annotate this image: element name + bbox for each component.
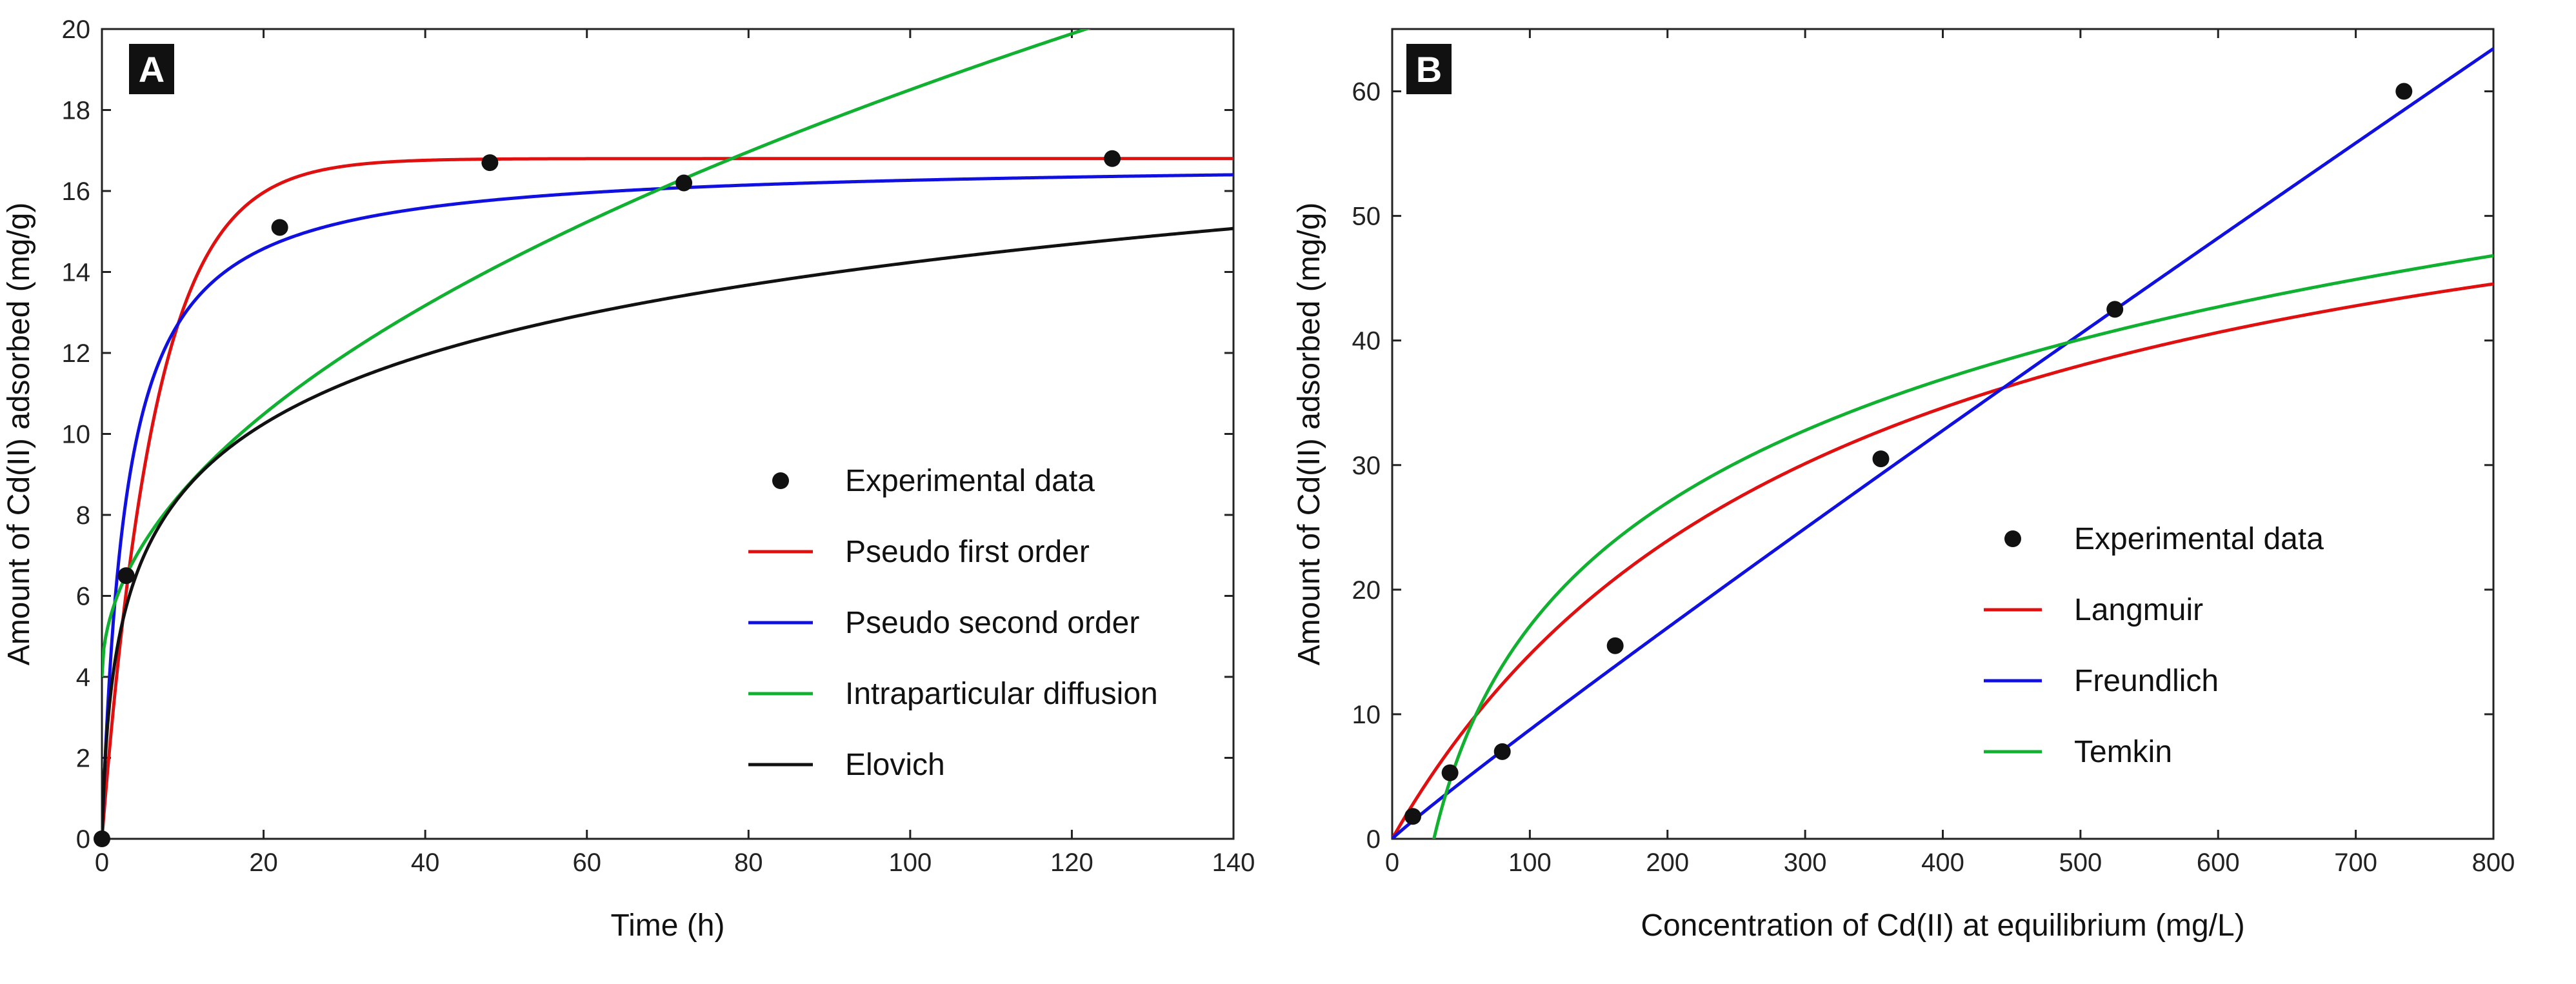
y-axis-label: Amount of Cd(II) adsorbed (mg/g)	[1292, 203, 1326, 666]
x-axis-label: Time (h)	[611, 909, 725, 943]
x-tick-label: 500	[2059, 848, 2102, 877]
y-tick-label: 10	[1352, 701, 1381, 729]
data-point	[117, 567, 135, 585]
data-point	[675, 174, 693, 192]
data-point	[1872, 450, 1890, 468]
series-line-temkin	[1432, 254, 2493, 839]
panel-letter: B	[1416, 49, 1442, 90]
series-line-pseudo-second-order	[102, 173, 1233, 839]
panel-letter-box	[1406, 44, 1452, 94]
data-point	[1104, 150, 1121, 167]
x-tick-label: 120	[1050, 848, 1093, 877]
legend: Experimental data Langmuir Freundlich Temki…	[1984, 522, 2324, 769]
y-tick-label: 2	[76, 745, 90, 773]
data-point	[1404, 808, 1422, 825]
x-tick-label: 800	[2472, 848, 2515, 877]
data-point	[1606, 637, 1624, 654]
x-tick-label: 60	[572, 848, 601, 877]
x-tick-label: 20	[249, 848, 278, 877]
series-line-freundlich	[1392, 47, 2493, 839]
series-line-langmuir	[1392, 282, 2493, 839]
plot-frame	[101, 28, 1235, 840]
panel-letter-box	[129, 44, 174, 94]
data-point	[2395, 83, 2413, 100]
plot-frame	[1391, 28, 2495, 840]
x-tick-label: 100	[888, 848, 932, 877]
y-tick-label: 8	[76, 501, 90, 530]
legend-marker	[772, 472, 789, 489]
data-point	[94, 830, 110, 847]
x-tick-label: 40	[411, 848, 440, 877]
y-tick-label: 14	[62, 259, 91, 287]
legend-entry: Experimental data	[2074, 522, 2324, 556]
y-tick-label: 30	[1352, 452, 1381, 480]
y-tick-label: 6	[76, 583, 90, 611]
x-tick-label: 600	[2197, 848, 2240, 877]
x-tick-label: 400	[1921, 848, 1964, 877]
model-curves	[1392, 47, 2493, 839]
y-tick-label: 20	[62, 15, 91, 44]
chart-panel-a: 0 20 40 60 80 100 120 140 0 2 4 6 8 10 12 14 16 18 20 Time …	[2, 15, 1255, 943]
legend-entry: Freundlich	[2074, 664, 2219, 698]
x-axis-label: Concentration of Cd(II) at equilibrium (…	[1641, 909, 2244, 943]
y-tick-label: 18	[62, 97, 91, 125]
panel-letter: A	[139, 49, 165, 90]
y-tick-label: 12	[62, 339, 91, 368]
x-tick-label: 100	[1508, 848, 1552, 877]
x-tick-label: 700	[2334, 848, 2377, 877]
data-point	[1493, 743, 1511, 760]
x-tick-label: 0	[95, 848, 109, 877]
y-tick-label: 0	[1366, 825, 1381, 854]
y-tick-label: 20	[1352, 576, 1381, 605]
model-curves	[102, 29, 1233, 839]
legend-entry: Temkin	[2074, 735, 2172, 769]
series-line-pseudo-first-order	[102, 157, 1233, 839]
legend-entry: Pseudo second order	[845, 606, 1139, 640]
data-point	[1441, 764, 1459, 781]
y-tick-label: 16	[62, 177, 91, 206]
x-tick-label: 200	[1646, 848, 1689, 877]
legend-entry: Intraparticular diffusion	[845, 677, 1158, 711]
y-tick-label: 0	[76, 825, 90, 854]
y-tick-label: 4	[76, 663, 90, 692]
data-point	[2106, 301, 2124, 318]
x-tick-label: 140	[1212, 848, 1255, 877]
y-tick-label: 60	[1352, 78, 1381, 106]
y-tick-label: 50	[1352, 203, 1381, 231]
y-axis-label: Amount of Cd(II) adsorbed (mg/g)	[2, 203, 36, 666]
series-line-elovich	[102, 226, 1233, 839]
legend-marker	[2004, 530, 2021, 547]
data-point	[481, 154, 499, 172]
x-tick-label: 300	[1784, 848, 1827, 877]
x-tick-label: 80	[734, 848, 763, 877]
series-line-intraparticular-diffusion	[102, 29, 1092, 678]
y-tick-label: 10	[62, 421, 91, 449]
legend-entry: Elovich	[845, 748, 945, 782]
legend-entry: Experimental data	[845, 464, 1095, 498]
x-tick-label: 0	[1385, 848, 1399, 877]
legend-entry: Pseudo first order	[845, 535, 1090, 569]
data-point	[271, 219, 288, 236]
legend: Experimental data Pseudo first order Pseud…	[748, 464, 1158, 782]
y-tick-label: 40	[1352, 327, 1381, 356]
chart-panel-b: 0 100 200 300 400 500 600 700 800 0 10 20 30 40 50 60 Co…	[1292, 28, 2515, 943]
legend-entry: Langmuir	[2074, 593, 2203, 627]
